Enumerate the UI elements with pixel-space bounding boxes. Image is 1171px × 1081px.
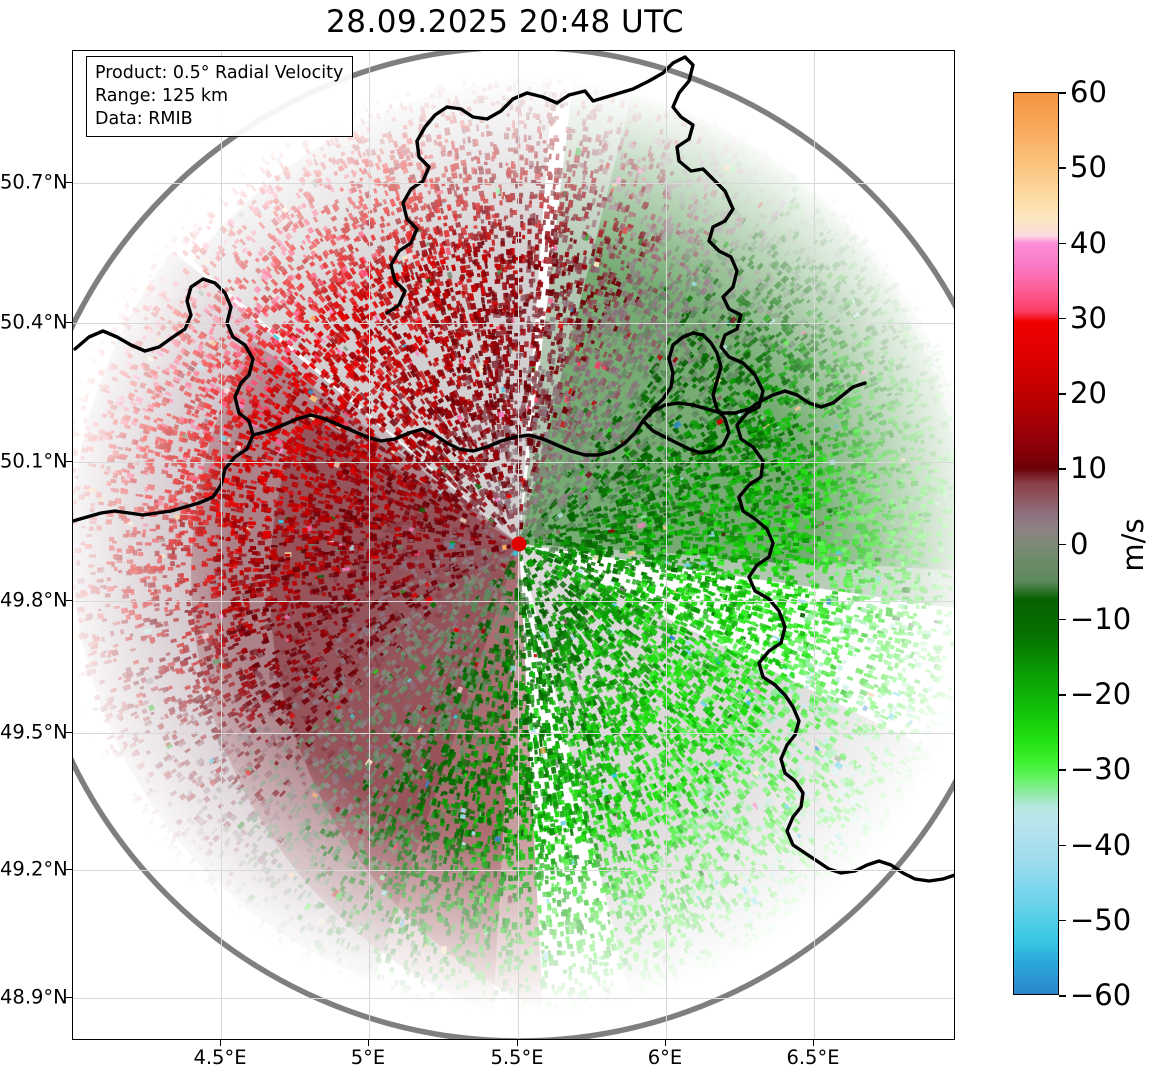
gridline-horizontal: [73, 998, 954, 999]
y-tick-label: 50.4°N: [0, 310, 68, 334]
gridline-vertical: [221, 51, 222, 1039]
colorbar-tick-label: −50: [1070, 902, 1132, 937]
colorbar-tick-mark: [1059, 919, 1066, 922]
colorbar-tick-label: 20: [1070, 376, 1107, 410]
x-tick-label: 4.5°E: [193, 1046, 247, 1069]
colorbar-tick-mark: [1059, 995, 1066, 997]
colorbar-unit-label: m/s: [1116, 518, 1150, 572]
y-tick-label: 48.9°N: [0, 985, 68, 1009]
gridline-vertical: [666, 51, 667, 1039]
y-tick-label: 49.8°N: [0, 588, 68, 612]
page-title: 28.09.2025 20:48 UTC: [326, 4, 684, 40]
colorbar-tick-label: −30: [1070, 752, 1132, 787]
colorbar-tick-label: 10: [1070, 451, 1107, 486]
country-borders: [73, 55, 954, 883]
colorbar-tick-mark: [1059, 844, 1066, 847]
y-tick-mark: [66, 461, 72, 462]
gridline-horizontal: [73, 601, 954, 602]
colorbar-tick-mark: [1059, 242, 1066, 245]
colorbar-tick-mark: [1059, 769, 1066, 771]
info-data-line: Data: RMIB: [95, 108, 193, 129]
y-tick-label: 50.1°N: [0, 449, 68, 473]
gridline-horizontal: [73, 462, 954, 463]
x-tick-mark: [813, 1040, 814, 1046]
colorbar-tick-mark: [1059, 92, 1066, 94]
y-tick-label: 50.7°N: [0, 170, 68, 194]
radar-reflectivity-field: [73, 51, 954, 1039]
colorbar-tick-mark: [1059, 167, 1066, 169]
colorbar-tick-mark: [1059, 694, 1066, 696]
velocity-echo-speckle: [73, 51, 954, 1039]
y-tick-mark: [66, 322, 72, 323]
colorbar-tick-label: 30: [1070, 300, 1107, 335]
x-tick-mark: [517, 1040, 518, 1046]
x-tick-label: 6°E: [647, 1046, 683, 1069]
y-tick-label: 49.2°N: [0, 857, 68, 881]
colorbar-tick-mark: [1059, 317, 1066, 320]
y-tick-mark: [66, 182, 72, 183]
colorbar-tick-label: 60: [1070, 75, 1107, 109]
colorbar-gradient: [1014, 93, 1058, 994]
colorbar-tick-mark: [1059, 393, 1066, 395]
x-tick-label: 6.5°E: [786, 1046, 840, 1069]
colorbar-tick-mark: [1059, 618, 1066, 621]
gridline-vertical: [369, 51, 370, 1039]
x-tick-mark: [665, 1040, 666, 1046]
gridline-vertical: [814, 51, 815, 1039]
product-info-box: Product: 0.5° Radial Velocity Range: 125…: [86, 56, 354, 138]
y-tick-mark: [66, 600, 72, 601]
colorbar-tick-mark: [1059, 468, 1066, 470]
gridline-horizontal: [73, 870, 954, 871]
radar-plot-panel[interactable]: [72, 50, 955, 1040]
info-product-line: Product: 0.5° Radial Velocity: [95, 63, 344, 83]
x-tick-label: 5.5°E: [490, 1046, 544, 1069]
colorbar-tick-label: 0: [1070, 526, 1089, 561]
gridline-horizontal: [73, 323, 954, 324]
plot-clip: [73, 51, 954, 1039]
x-tick-mark: [220, 1040, 221, 1046]
y-tick-mark: [66, 997, 72, 998]
colorbar-tick-label: −10: [1070, 601, 1132, 636]
x-tick-mark: [368, 1040, 369, 1046]
colorbar-tick-label: 50: [1070, 150, 1107, 185]
y-tick-mark: [66, 869, 72, 870]
y-tick-mark: [66, 732, 72, 733]
colorbar-tick-label: −40: [1070, 827, 1132, 862]
velocity-colorbar[interactable]: [1013, 92, 1059, 995]
gridline-horizontal: [73, 183, 954, 184]
x-tick-label: 5°E: [350, 1046, 386, 1069]
gridline-horizontal: [73, 733, 954, 734]
colorbar-tick-label: −60: [1070, 978, 1132, 1012]
colorbar-tick-label: 40: [1070, 225, 1107, 260]
radar-site-dot: [511, 536, 527, 552]
info-range-line: Range: 125 km: [95, 85, 229, 106]
y-tick-label: 49.5°N: [0, 720, 68, 744]
colorbar-tick-mark: [1059, 543, 1066, 546]
colorbar-tick-label: −20: [1070, 677, 1132, 711]
